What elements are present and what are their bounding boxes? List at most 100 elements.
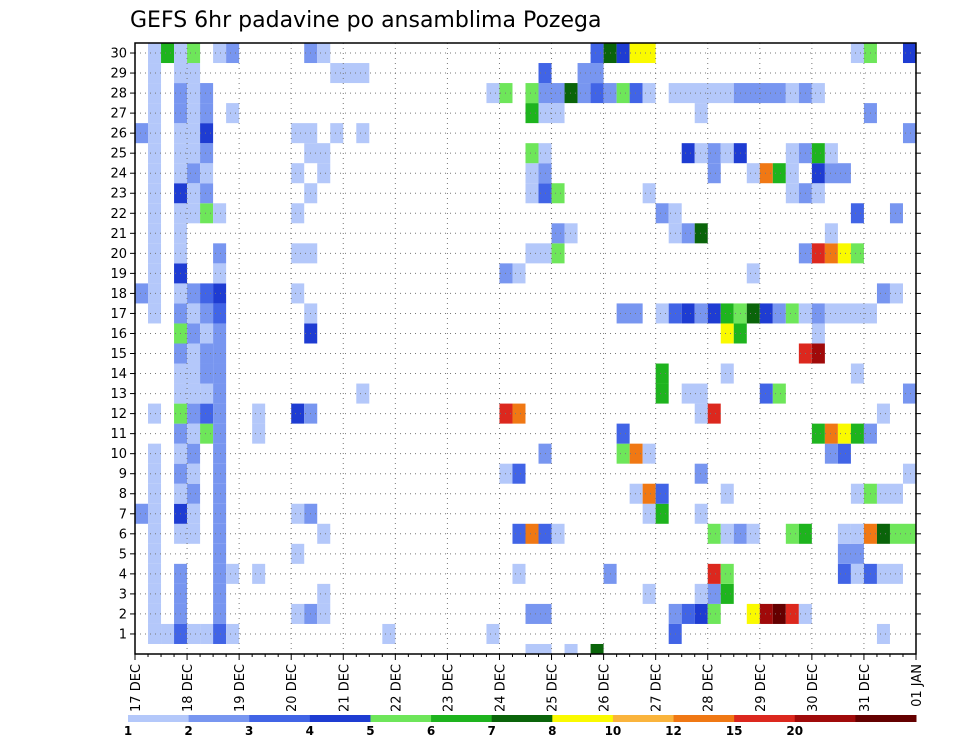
heatmap-cell	[720, 563, 734, 584]
heatmap-cell	[889, 523, 916, 544]
heatmap-cell	[824, 423, 838, 444]
heatmap-cell	[824, 223, 838, 244]
heatmap-cell	[148, 83, 162, 104]
x-tick-label: 18 DEC	[181, 664, 196, 712]
heatmap-cell	[148, 283, 162, 304]
heatmap-cell	[642, 83, 656, 104]
x-tick-label: 01 JAN	[910, 664, 925, 707]
heatmap-cell	[187, 283, 201, 304]
heatmap-cell	[772, 603, 786, 624]
heatmap-cell	[213, 503, 227, 524]
heatmap-cell	[655, 383, 669, 404]
x-tick-label: 31 DEC	[858, 664, 873, 712]
heatmap-cell	[694, 143, 708, 164]
heatmap-cell	[681, 383, 708, 404]
y-tick-label: 20	[110, 247, 127, 262]
heatmap-cell	[291, 543, 305, 564]
colorbar-swatch	[491, 715, 553, 722]
heatmap-cell	[148, 263, 162, 284]
heatmap-cell	[187, 323, 201, 344]
heatmap-cell	[694, 303, 708, 324]
heatmap-cell	[837, 243, 851, 264]
heatmap-cell	[759, 303, 773, 324]
heatmap-cell	[213, 603, 227, 624]
colorbar-label: 20	[786, 724, 803, 738]
heatmap-cell	[902, 463, 916, 484]
heatmap-cell	[590, 43, 604, 64]
y-tick-label: 12	[110, 407, 127, 422]
heatmap-cell	[850, 563, 864, 584]
colorbar-swatch	[734, 715, 796, 722]
x-tick-label: 20 DEC	[285, 664, 300, 712]
colorbar-label: 2	[184, 724, 192, 738]
y-tick-label: 8	[119, 487, 127, 502]
x-tick-label: 29 DEC	[754, 664, 769, 712]
heatmap-cell	[148, 483, 162, 504]
heatmap-cell	[642, 583, 656, 604]
heatmap-cell	[811, 163, 825, 184]
heatmap-cell	[629, 443, 643, 464]
heatmap-cell	[200, 623, 214, 644]
heatmap-cell	[252, 403, 266, 424]
heatmap-cell	[850, 203, 864, 224]
heatmap-cell	[642, 183, 656, 204]
heatmap-cell	[850, 523, 864, 544]
heatmap-cell	[213, 623, 227, 644]
heatmap-cell	[850, 43, 864, 64]
heatmap-cell	[824, 443, 838, 464]
heatmap-cell	[551, 243, 565, 264]
colorbar-label: 15	[726, 724, 743, 738]
heatmap-cell	[330, 123, 344, 144]
x-tick-label: 30 DEC	[806, 664, 821, 712]
heatmap-cell	[850, 243, 864, 264]
heatmap-cell	[148, 503, 162, 524]
heatmap-cell	[681, 223, 695, 244]
heatmap-cell	[746, 603, 760, 624]
colorbar-label: 3	[245, 724, 253, 738]
heatmap-cell	[187, 383, 201, 404]
y-tick-label: 9	[119, 467, 127, 482]
heatmap-cell	[681, 303, 695, 324]
heatmap-cell	[525, 143, 539, 164]
heatmap-cell	[148, 223, 162, 244]
heatmap-cell	[161, 623, 175, 644]
y-tick-label: 5	[119, 547, 127, 562]
heatmap-cell	[317, 523, 331, 544]
heatmap-cell	[200, 343, 214, 364]
heatmap-cell	[135, 123, 149, 144]
heatmap-cell	[200, 323, 214, 344]
heatmap-cell	[200, 183, 214, 204]
heatmap-cell	[525, 83, 539, 104]
heatmap-cell	[811, 183, 825, 204]
heatmap-cell	[200, 143, 214, 164]
heatmap-cells	[135, 43, 916, 654]
x-tick-label: 19 DEC	[233, 664, 248, 712]
heatmap-cell	[590, 643, 604, 654]
y-tick-label: 17	[110, 307, 127, 322]
heatmap-cell	[707, 163, 721, 184]
heatmap-cell	[187, 103, 201, 124]
heatmap-cell	[187, 163, 201, 184]
heatmap-cell	[707, 403, 721, 424]
heatmap-cell	[148, 623, 162, 644]
y-tick-label: 13	[110, 387, 127, 402]
heatmap-cell	[226, 43, 240, 64]
y-tick-label: 27	[110, 107, 127, 122]
colorbar-swatch	[370, 715, 432, 722]
heatmap-cell	[213, 363, 227, 384]
heatmap-cell	[642, 483, 656, 504]
x-axis-ticks: 17 DEC 18 DEC 19 DEC 20 DEC 21 DEC 22 DEC 23 D…	[129, 654, 925, 712]
heatmap-cell	[525, 523, 539, 544]
heatmap-cell	[187, 503, 201, 524]
heatmap-cell	[252, 423, 266, 444]
heatmap-cell	[759, 603, 773, 624]
heatmap-cell	[668, 83, 734, 104]
heatmap-cell	[187, 463, 201, 484]
colorbar-swatch	[249, 715, 311, 722]
heatmap-cell	[213, 263, 227, 284]
heatmap-cell	[148, 103, 162, 124]
heatmap-cell	[876, 403, 890, 424]
heatmap-cell	[187, 43, 201, 64]
heatmap-cell	[811, 243, 825, 264]
